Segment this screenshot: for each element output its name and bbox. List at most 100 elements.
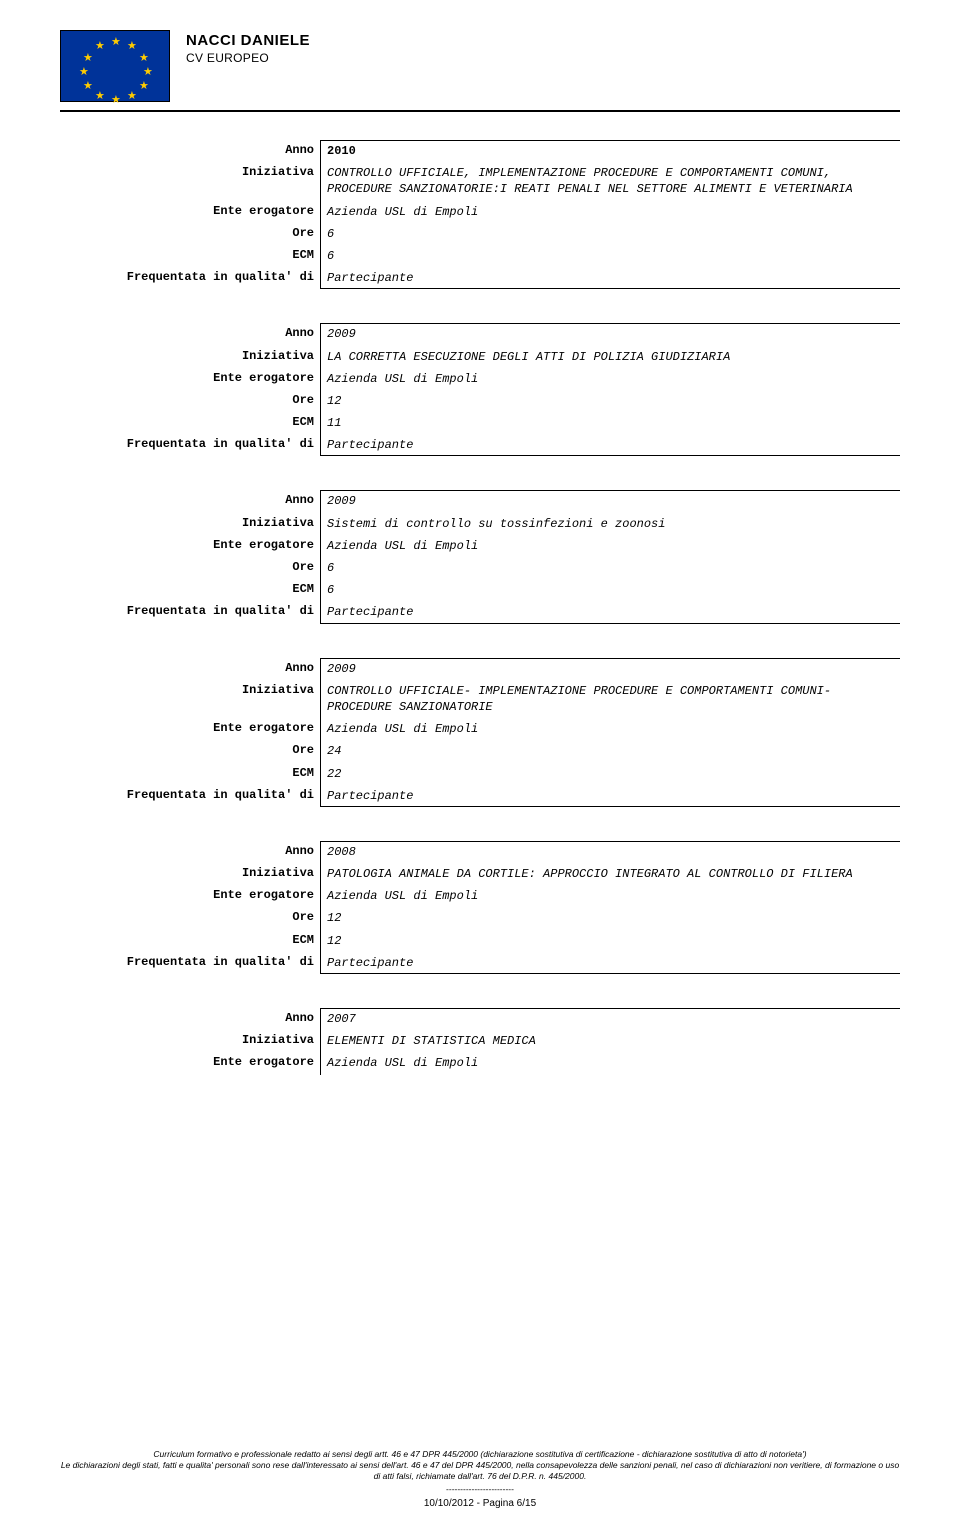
cv-row: ECM22 (60, 763, 900, 785)
cv-entry: Anno2010IniziativaCONTROLLO UFFICIALE, I… (60, 140, 900, 289)
row-value: 2009 (321, 658, 900, 680)
row-label: ECM (60, 579, 320, 601)
row-value: Azienda USL di Empoli (321, 535, 900, 557)
row-label: Ore (60, 907, 320, 929)
row-value: 6 (321, 557, 900, 579)
row-label: Anno (60, 658, 320, 680)
row-value: CONTROLLO UFFICIALE, IMPLEMENTAZIONE PRO… (321, 162, 900, 200)
cv-row: Frequentata in qualita' diPartecipante (60, 952, 900, 974)
cv-row: Frequentata in qualita' diPartecipante (60, 601, 900, 623)
row-value: 2009 (321, 323, 900, 345)
eu-flag-icon: ★ ★ ★ ★ ★ ★ ★ ★ ★ ★ ★ ★ (60, 30, 170, 102)
cv-row: ECM11 (60, 412, 900, 434)
row-value: PATOLOGIA ANIMALE DA CORTILE: APPROCCIO … (321, 863, 900, 885)
row-value: 2007 (321, 1008, 900, 1030)
row-value: Azienda USL di Empoli (321, 718, 900, 740)
row-label: Ente erogatore (60, 885, 320, 907)
row-label: Ente erogatore (60, 535, 320, 557)
row-label: Ente erogatore (60, 201, 320, 223)
row-label: Ore (60, 223, 320, 245)
cv-row: Ente erogatoreAzienda USL di Empoli (60, 1052, 900, 1074)
row-label: Anno (60, 1008, 320, 1030)
row-label: ECM (60, 412, 320, 434)
cv-row: Anno2007 (60, 1008, 900, 1030)
row-value: Partecipante (321, 267, 900, 289)
row-value: Partecipante (321, 785, 900, 807)
row-value: 6 (321, 223, 900, 245)
cv-row: Anno2010 (60, 140, 900, 162)
row-value: 6 (321, 245, 900, 267)
row-value: Azienda USL di Empoli (321, 368, 900, 390)
row-label: Anno (60, 841, 320, 863)
footer-line-1: Curriculum formativo e professionale red… (60, 1449, 900, 1460)
cv-row: Anno2009 (60, 658, 900, 680)
row-value: CONTROLLO UFFICIALE- IMPLEMENTAZIONE PRO… (321, 680, 900, 718)
cv-row: ECM6 (60, 579, 900, 601)
row-value: 2009 (321, 490, 900, 512)
cv-subtitle: CV EUROPEO (186, 51, 310, 65)
cv-row: Ente erogatoreAzienda USL di Empoli (60, 201, 900, 223)
cv-row: Ore12 (60, 907, 900, 929)
row-value: Sistemi di controllo su tossinfezioni e … (321, 513, 900, 535)
cv-row: Anno2009 (60, 323, 900, 345)
cv-row: IniziativaLA CORRETTA ESECUZIONE DEGLI A… (60, 346, 900, 368)
cv-row: Ore12 (60, 390, 900, 412)
cv-row: Ore6 (60, 223, 900, 245)
row-value: 24 (321, 740, 900, 762)
row-value: Partecipante (321, 601, 900, 623)
row-value: 6 (321, 579, 900, 601)
footer-line-2: Le dichiarazioni degli stati, fatti e qu… (60, 1460, 900, 1482)
cv-row: Ente erogatoreAzienda USL di Empoli (60, 368, 900, 390)
cv-row: Ente erogatoreAzienda USL di Empoli (60, 718, 900, 740)
row-value: ELEMENTI DI STATISTICA MEDICA (321, 1030, 900, 1052)
footer-pageno: 10/10/2012 - Pagina 6/15 (60, 1497, 900, 1510)
footer-dashes: ------------------------ (60, 1484, 900, 1495)
row-label: Frequentata in qualita' di (60, 952, 320, 974)
row-value: LA CORRETTA ESECUZIONE DEGLI ATTI DI POL… (321, 346, 900, 368)
cv-entries: Anno2010IniziativaCONTROLLO UFFICIALE, I… (60, 140, 900, 1075)
row-label: Ente erogatore (60, 1052, 320, 1074)
row-value: 12 (321, 930, 900, 952)
row-label: Iniziativa (60, 680, 320, 718)
cv-entry: Anno2009IniziativaLA CORRETTA ESECUZIONE… (60, 323, 900, 456)
row-label: Frequentata in qualita' di (60, 267, 320, 289)
cv-row: Frequentata in qualita' diPartecipante (60, 785, 900, 807)
document-header: ★ ★ ★ ★ ★ ★ ★ ★ ★ ★ ★ ★ NACCI DANIELE CV… (60, 30, 900, 102)
row-label: Frequentata in qualita' di (60, 601, 320, 623)
row-label: Ente erogatore (60, 718, 320, 740)
row-label: Ore (60, 740, 320, 762)
cv-row: Anno2008 (60, 841, 900, 863)
row-label: Anno (60, 323, 320, 345)
row-label: ECM (60, 763, 320, 785)
cv-entry: Anno2009IniziativaSistemi di controllo s… (60, 490, 900, 623)
cv-entry: Anno2007IniziativaELEMENTI DI STATISTICA… (60, 1008, 900, 1075)
row-label: Frequentata in qualita' di (60, 434, 320, 456)
cv-row: IniziativaELEMENTI DI STATISTICA MEDICA (60, 1030, 900, 1052)
row-label: Frequentata in qualita' di (60, 785, 320, 807)
row-label: Iniziativa (60, 1030, 320, 1052)
row-label: Iniziativa (60, 162, 320, 200)
row-value: Azienda USL di Empoli (321, 201, 900, 223)
cv-row: Frequentata in qualita' diPartecipante (60, 434, 900, 456)
row-value: Azienda USL di Empoli (321, 885, 900, 907)
row-value: 2008 (321, 841, 900, 863)
cv-row: Frequentata in qualita' diPartecipante (60, 267, 900, 289)
row-label: Ore (60, 390, 320, 412)
row-label: Iniziativa (60, 863, 320, 885)
cv-row: Ore6 (60, 557, 900, 579)
row-value: Azienda USL di Empoli (321, 1052, 900, 1074)
cv-row: IniziativaCONTROLLO UFFICIALE, IMPLEMENT… (60, 162, 900, 200)
page-footer: Curriculum formativo e professionale red… (60, 1449, 900, 1510)
cv-row: Ore24 (60, 740, 900, 762)
cv-row: Ente erogatoreAzienda USL di Empoli (60, 535, 900, 557)
row-label: Iniziativa (60, 513, 320, 535)
row-label: Anno (60, 140, 320, 162)
row-label: Iniziativa (60, 346, 320, 368)
row-value: 22 (321, 763, 900, 785)
cv-row: IniziativaSistemi di controllo su tossin… (60, 513, 900, 535)
cv-row: IniziativaCONTROLLO UFFICIALE- IMPLEMENT… (60, 680, 900, 718)
row-label: ECM (60, 930, 320, 952)
row-value: Partecipante (321, 434, 900, 456)
cv-row: ECM6 (60, 245, 900, 267)
cv-entry: Anno2009IniziativaCONTROLLO UFFICIALE- I… (60, 658, 900, 807)
